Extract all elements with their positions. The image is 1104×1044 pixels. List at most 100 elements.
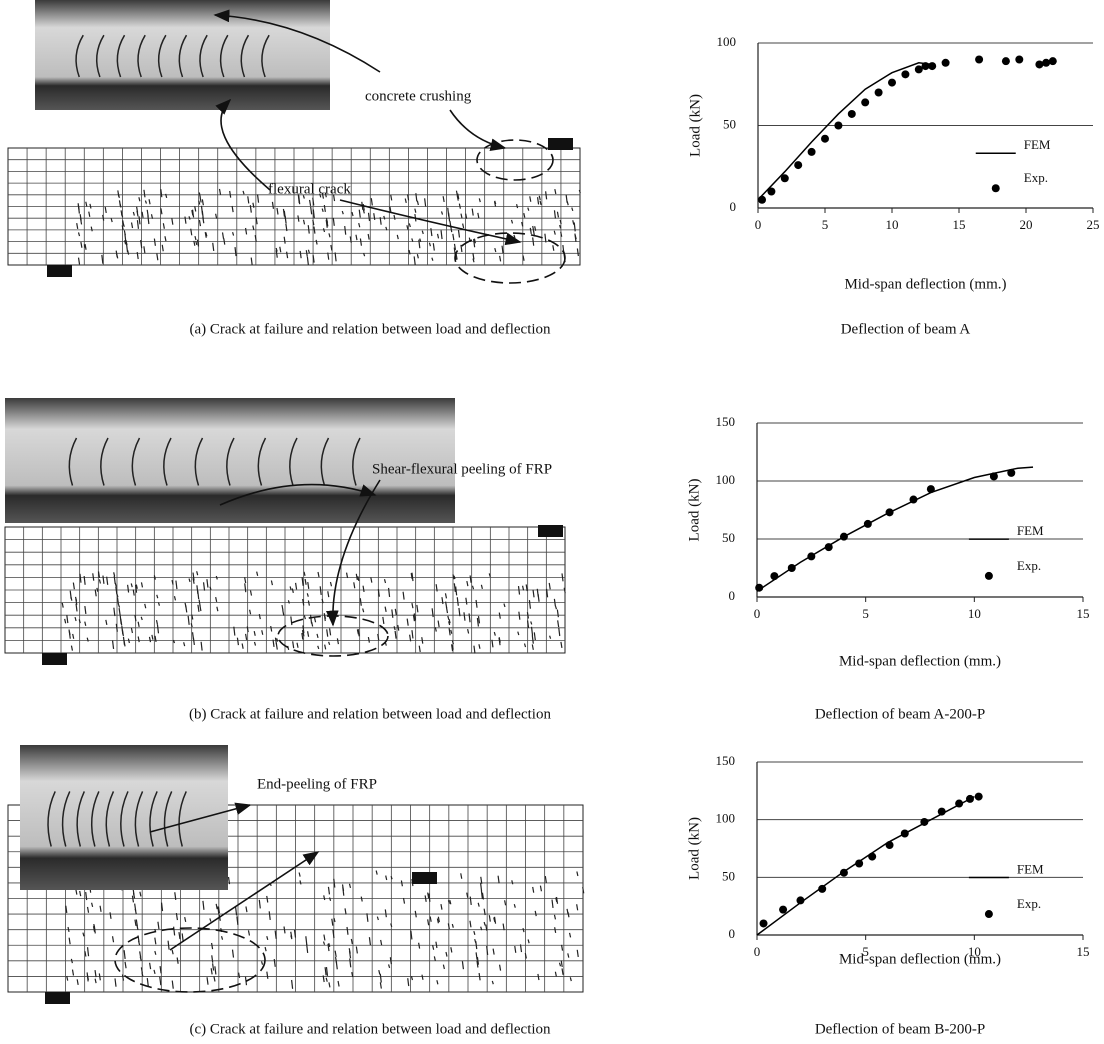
crack-mark [497,875,500,884]
y-tick-label: 100 [716,811,736,826]
crack-mark [215,596,218,603]
crack-mark [532,589,535,598]
crack-mark [160,189,163,198]
exp-point [989,472,998,481]
exp-point [965,794,974,803]
crack-mark [144,200,147,204]
crack-mark [449,899,452,905]
crack-mark [560,944,564,951]
crack-mark [453,243,457,250]
crack-mark [521,585,525,591]
crack-mark [498,964,502,971]
crack-mark [407,978,410,987]
crack-mark [196,571,199,576]
crack-mark [74,616,77,622]
crack-mark [244,976,248,986]
crack-mark [437,620,440,628]
crack-mark [275,247,278,252]
crack-mark [537,973,540,981]
crack-mark [498,637,501,646]
crack-mark [319,193,322,198]
crack-mark [450,947,453,953]
photo-crack [134,791,144,847]
crack-mark [162,223,165,229]
crack-mark [137,621,140,627]
crack-mark [210,942,214,950]
crack-mark [390,923,393,928]
crack-mark [270,625,273,632]
crack-mark [475,599,478,608]
exp-point [937,807,946,816]
crack-mark [471,585,475,590]
crack-mark [76,979,79,985]
crack-mark [409,634,412,642]
fe-mesh [4,526,566,654]
crack-mark [576,248,579,257]
crack-mark [553,598,556,607]
crack-mark [153,969,156,975]
exp-point [759,919,768,928]
crack-mark [321,208,324,213]
crack-mark [359,598,362,606]
crack-mark [451,644,454,650]
crack-mark [117,604,121,608]
crack-mark [290,935,293,940]
crack-mark [539,200,542,205]
crack-mark [457,193,460,200]
y-tick-label: 100 [717,34,737,49]
photo-bg [5,398,455,523]
crack-mark [75,603,78,612]
crack-mark [184,916,187,922]
chart: 0 50 100 150 0 5 10 15 Mid-span deflection (mm.)… [686,753,1089,1037]
y-tick-label: 0 [729,588,736,603]
crack-mark [349,958,352,968]
crack-mark [328,641,331,646]
crack-mark [183,642,186,647]
crack-mark [122,223,125,228]
crack-mark [363,252,366,257]
crack-mark [148,199,151,205]
x-axis-label: Mid-span deflection (mm.) [839,653,1001,669]
support [412,872,437,884]
exp-point [1001,57,1010,66]
photo-crack [105,791,115,847]
crack-mark [258,614,261,620]
crack-mark [86,975,89,981]
crack-mark [305,250,308,257]
crack-mark [524,953,527,959]
crack-mark [175,912,178,921]
crack-mark [135,584,138,589]
exp-point [861,98,870,107]
crack-mark [473,238,476,248]
crack-mark [199,604,202,612]
crack-mark [390,194,393,201]
crack-mark [513,904,516,908]
crack-mark [491,980,494,985]
photo-crack [194,437,204,486]
legend-label: FEM [1017,861,1044,876]
exp-point [787,564,796,572]
crack-mark [303,615,306,620]
crack-mark [416,604,419,613]
crack-mark [384,606,387,612]
crack-mark [227,876,231,885]
crack-mark [79,573,82,583]
crack-mark [247,930,251,936]
crack-mark [312,219,315,226]
arrow [339,199,522,246]
crack-mark [353,582,356,589]
crack-mark [471,208,474,216]
crack-mark [89,203,92,209]
crack-mark [394,608,397,616]
crack-mark [232,231,235,236]
crack-mark [328,628,332,636]
crack-mark [384,909,387,918]
crack-mark [323,205,326,212]
crack-mark [298,872,301,877]
annotation: (c) Crack at failure and relation betwee… [189,1021,551,1037]
crack-mark [210,968,213,975]
crack-mark [306,631,310,637]
crack-mark [362,585,365,593]
crack-mark [333,878,336,888]
crack-mark [410,976,414,981]
